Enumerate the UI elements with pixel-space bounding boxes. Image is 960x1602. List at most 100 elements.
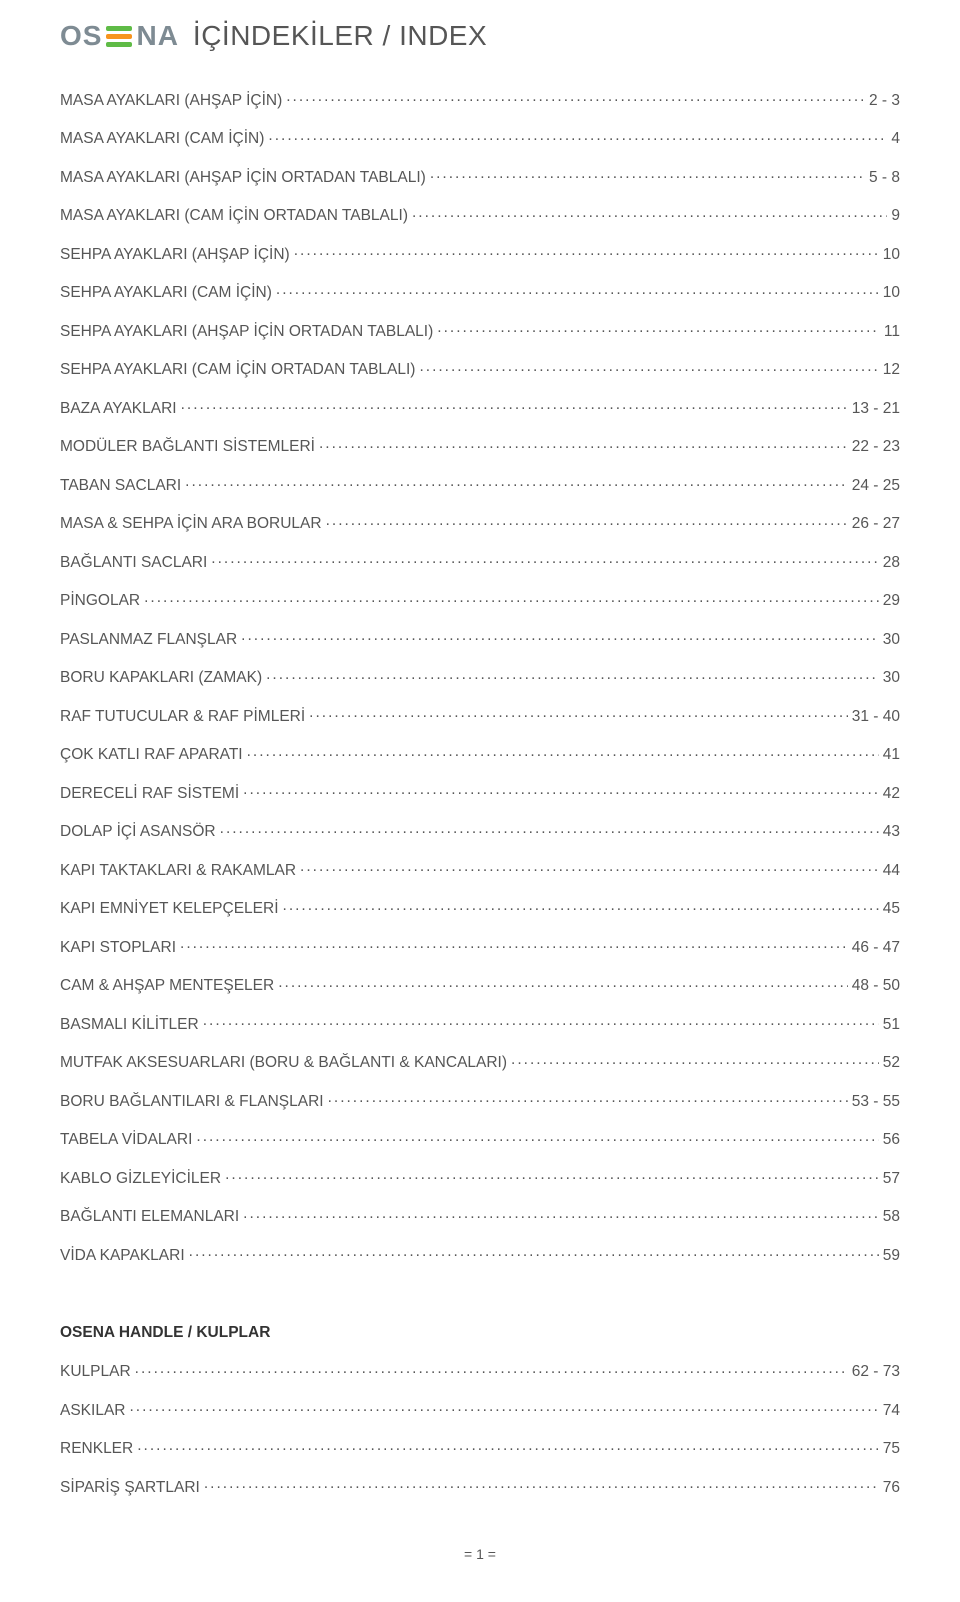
toc-row: PASLANMAZ FLANŞLAR30	[60, 619, 900, 658]
toc-page-number: 9	[891, 207, 900, 225]
toc-page-number: 4	[891, 130, 900, 148]
toc-label: BAĞLANTI SACLARI	[60, 554, 207, 572]
toc-page-number: 53 - 55	[852, 1093, 900, 1111]
toc-leader-dots	[185, 474, 848, 490]
toc-page-number: 48 - 50	[852, 977, 900, 995]
toc-page-number: 31 - 40	[852, 708, 900, 726]
toc-row: BAZA AYAKLARI 13 - 21	[60, 388, 900, 427]
toc-page-number: 75	[883, 1440, 900, 1458]
toc-label: BAĞLANTI ELEMANLARI	[60, 1208, 239, 1226]
toc-page-number: 22 - 23	[852, 438, 900, 456]
toc-label: MASA AYAKLARI (AHŞAP İÇİN)	[60, 92, 282, 110]
toc-label: BAZA AYAKLARI	[60, 400, 177, 418]
toc-leader-dots	[144, 590, 879, 606]
toc-leader-dots	[286, 89, 865, 105]
toc-leader-dots	[437, 320, 880, 336]
toc-leader-dots	[319, 436, 848, 452]
toc-label: BORU BAĞLANTILARI & FLANŞLARI	[60, 1093, 324, 1111]
toc-label: MASA AYAKLARI (CAM İÇİN)	[60, 130, 264, 148]
toc-leader-dots	[211, 551, 878, 567]
toc-page-number: 43	[883, 823, 900, 841]
toc-leader-dots	[268, 128, 887, 144]
toc-row: BASMALI KİLİTLER 51	[60, 1004, 900, 1043]
toc-label: SİPARİŞ ŞARTLARI	[60, 1479, 200, 1497]
toc-label: KAPI STOPLARI	[60, 939, 176, 957]
toc-label: TABAN SACLARI	[60, 477, 181, 495]
toc-row: DOLAP İÇİ ASANSÖR 43	[60, 812, 900, 851]
toc-row: KABLO GİZLEYİCİLER 57	[60, 1158, 900, 1197]
toc-page-number: 29	[883, 592, 900, 610]
toc-label: PİNGOLAR	[60, 592, 140, 610]
toc-label: MODÜLER BAĞLANTI SİSTEMLERİ	[60, 438, 315, 456]
toc-page-number: 5 - 8	[869, 169, 900, 187]
toc-leader-dots	[225, 1167, 879, 1183]
toc-page-number: 74	[883, 1402, 900, 1420]
toc-page-number: 10	[883, 246, 900, 264]
logo-text-post: NA	[136, 20, 178, 52]
document-page: OS NA İÇİNDEKİLER / INDEX MASA AYAKLARI …	[0, 0, 960, 1602]
toc-row: ASKILAR74	[60, 1390, 900, 1429]
toc-label: BASMALI KİLİTLER	[60, 1016, 199, 1034]
toc-row: PİNGOLAR 29	[60, 581, 900, 620]
toc-leader-dots	[419, 359, 878, 375]
toc-label: SEHPA AYAKLARI (CAM İÇİN ORTADAN TABLALI…	[60, 361, 415, 379]
toc-leader-dots	[196, 1129, 878, 1145]
toc-row: SEHPA AYAKLARI (AHŞAP İÇİN)10	[60, 234, 900, 273]
toc-page-number: 44	[883, 862, 900, 880]
toc-row: TABELA VİDALARI56	[60, 1120, 900, 1159]
toc-label: KABLO GİZLEYİCİLER	[60, 1170, 221, 1188]
toc-page-number: 59	[883, 1247, 900, 1265]
toc-page-number: 51	[883, 1016, 900, 1034]
toc-row: BORU BAĞLANTILARI & FLANŞLARI 53 - 55	[60, 1081, 900, 1120]
toc-page-number: 45	[883, 900, 900, 918]
brand-logo: OS NA	[60, 20, 179, 52]
toc-leader-dots	[243, 1206, 879, 1222]
toc-page-number: 41	[883, 746, 900, 764]
toc-label: RENKLER	[60, 1440, 133, 1458]
page-title: İÇİNDEKİLER / INDEX	[193, 20, 487, 52]
toc-label: DOLAP İÇİ ASANSÖR	[60, 823, 216, 841]
toc-row: BORU KAPAKLARI (ZAMAK)30	[60, 658, 900, 697]
toc-leader-dots	[511, 1052, 879, 1068]
toc-label: KULPLAR	[60, 1363, 131, 1381]
toc-row: SEHPA AYAKLARI (CAM İÇİN ORTADAN TABLALI…	[60, 350, 900, 389]
toc-row: KAPI STOPLARI 46 - 47	[60, 927, 900, 966]
toc-leader-dots	[309, 705, 848, 721]
toc-label: KAPI TAKTAKLARI & RAKAMLAR	[60, 862, 296, 880]
toc-row: MASA AYAKLARI (AHŞAP İÇİN) 2 - 3	[60, 80, 900, 119]
toc-page-number: 2 - 3	[869, 92, 900, 110]
toc-row: ÇOK KATLI RAF APARATI41	[60, 735, 900, 774]
toc-page-number: 46 - 47	[852, 939, 900, 957]
toc-leader-dots	[412, 205, 887, 221]
toc-label: BORU KAPAKLARI (ZAMAK)	[60, 669, 262, 687]
toc-label: MASA AYAKLARI (AHŞAP İÇİN ORTADAN TABLAL…	[60, 169, 426, 187]
toc-leader-dots	[430, 166, 865, 182]
toc-leader-dots	[243, 782, 879, 798]
toc-list-main: MASA AYAKLARI (AHŞAP İÇİN)2 - 3MASA AYAK…	[60, 80, 900, 1274]
toc-page-number: 24 - 25	[852, 477, 900, 495]
toc-page-number: 28	[883, 554, 900, 572]
toc-row: TABAN SACLARI 24 - 25	[60, 465, 900, 504]
logo-bar-2	[106, 34, 132, 39]
toc-leader-dots	[204, 1476, 879, 1492]
toc-leader-dots	[203, 1013, 879, 1029]
toc-page-number: 56	[883, 1131, 900, 1149]
toc-page-number: 62 - 73	[852, 1363, 900, 1381]
toc-page-number: 57	[883, 1170, 900, 1188]
toc-leader-dots	[180, 936, 848, 952]
toc-row: VİDA KAPAKLARI59	[60, 1235, 900, 1274]
logo-text-pre: OS	[60, 20, 102, 52]
toc-row: MODÜLER BAĞLANTI SİSTEMLERİ 22 - 23	[60, 427, 900, 466]
toc-leader-dots	[266, 667, 879, 683]
toc-label: PASLANMAZ FLANŞLAR	[60, 631, 237, 649]
toc-leader-dots	[278, 975, 848, 991]
toc-leader-dots	[247, 744, 879, 760]
toc-row: KAPI TAKTAKLARI & RAKAMLAR 44	[60, 850, 900, 889]
logo-bar-1	[106, 26, 132, 31]
toc-row: SEHPA AYAKLARI (CAM İÇİN)10	[60, 273, 900, 312]
toc-row: RENKLER 75	[60, 1429, 900, 1468]
toc-leader-dots	[326, 513, 848, 529]
toc-row: SİPARİŞ ŞARTLARI76	[60, 1467, 900, 1506]
toc-row: MASA AYAKLARI (AHŞAP İÇİN ORTADAN TABLAL…	[60, 157, 900, 196]
toc-page-number: 13 - 21	[852, 400, 900, 418]
